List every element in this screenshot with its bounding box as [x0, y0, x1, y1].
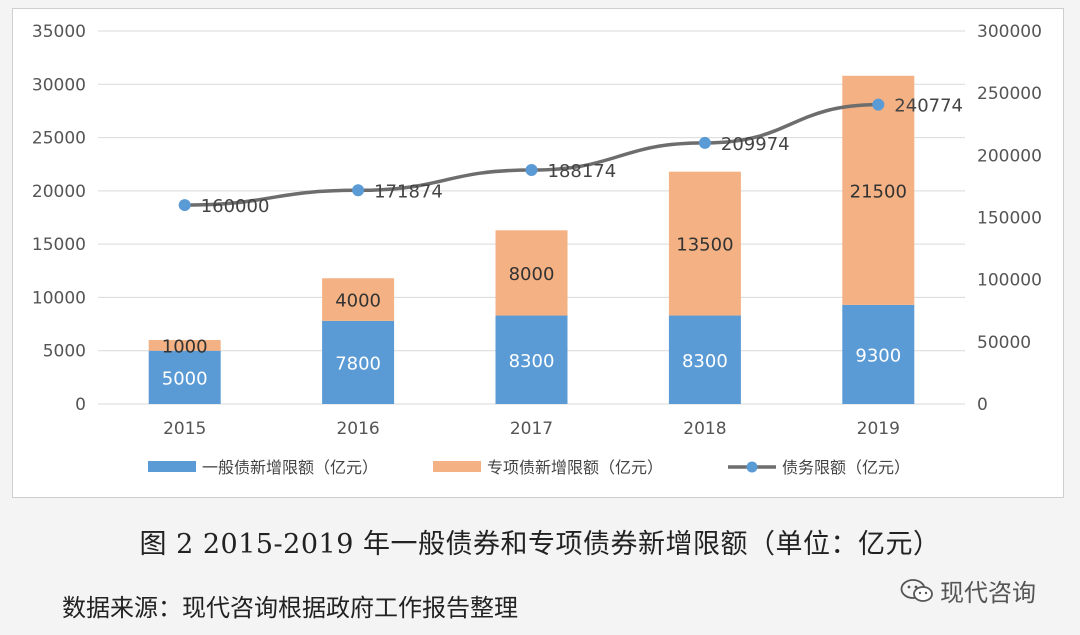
chart-frame: 5000 1000 7800 4000 8300 8000 8300 13500 9300 215… — [12, 8, 1064, 498]
bar-data-label: 4000 — [335, 291, 381, 312]
legend-marker — [746, 461, 758, 473]
bar-segment — [322, 278, 395, 321]
line-data-label: 188174 — [548, 161, 617, 182]
x-tick-label: 2018 — [683, 419, 726, 439]
y-left-tick-label: 10000 — [32, 288, 86, 308]
legend-label: 专项债新增限额（亿元） — [487, 458, 663, 477]
bar-data-label: 7800 — [335, 353, 381, 374]
bar-data-label: 21500 — [850, 181, 907, 202]
bar-segment — [842, 304, 915, 404]
y-left-tick-label: 20000 — [32, 182, 86, 202]
bar-data-label: 13500 — [676, 235, 733, 256]
y-right-tick-label: 0 — [977, 395, 988, 415]
line-point — [698, 136, 711, 149]
bar-segment — [495, 315, 568, 404]
stacked-bar-line-chart: 5000 1000 7800 4000 8300 8000 8300 13500 9300 215… — [32, 22, 1042, 477]
line-point — [178, 199, 191, 212]
legend-swatch — [433, 461, 481, 472]
bar-data-label: 5000 — [162, 368, 208, 389]
line-data-label: 171874 — [374, 181, 443, 202]
y-right-tick-label: 100000 — [977, 271, 1042, 291]
line-data-label: 209974 — [721, 134, 790, 155]
x-tick-label: 2015 — [163, 419, 206, 439]
y-right-tick-label: 300000 — [977, 22, 1042, 42]
figure-caption: 图 2 2015-2019 年一般债券和专项债券新增限额（单位：亿元） — [139, 529, 941, 560]
y-left-tick-label: 0 — [75, 395, 86, 415]
bar-segment — [322, 320, 395, 404]
bar-data-label: 1000 — [162, 336, 208, 357]
y-right-tick-label: 150000 — [977, 209, 1042, 229]
bar-data-label: 8000 — [509, 264, 555, 285]
bar-data-label: 9300 — [855, 345, 901, 366]
bar-segment — [495, 230, 568, 316]
x-tick-label: 2017 — [510, 419, 553, 439]
legend-label: 一般债新增限额（亿元） — [202, 458, 378, 477]
y-left-tick-label: 35000 — [32, 22, 86, 42]
y-right-tick-label: 200000 — [977, 146, 1042, 166]
y-left-tick-label: 30000 — [32, 75, 86, 95]
y-left-tick-label: 5000 — [43, 342, 86, 362]
bar-segment — [148, 350, 221, 404]
wechat-icon — [900, 578, 933, 602]
y-right-tick-label: 250000 — [977, 84, 1042, 104]
line-data-label: 240774 — [894, 96, 963, 117]
bar-segment — [148, 340, 221, 351]
legend-label: 债务限额（亿元） — [782, 458, 910, 477]
bar-data-label: 8300 — [509, 351, 555, 372]
watermark-text: 现代咨询 — [940, 579, 1036, 607]
y-left-tick-label: 15000 — [32, 235, 86, 255]
line-data-label: 160000 — [201, 196, 270, 217]
line-point — [525, 164, 538, 177]
line-point — [872, 98, 885, 111]
bar-segment — [668, 315, 741, 404]
bar-segment — [668, 171, 741, 316]
x-tick-label: 2016 — [336, 419, 379, 439]
bar-data-label: 8300 — [682, 351, 728, 372]
y-right-tick-label: 50000 — [977, 333, 1031, 353]
data-source-note: 数据来源：现代咨询根据政府工作报告整理 — [62, 594, 518, 622]
wechat-watermark: 现代咨询 — [900, 573, 1036, 608]
bar-segment — [842, 75, 915, 305]
y-left-tick-label: 25000 — [32, 129, 86, 149]
line-point — [352, 184, 365, 197]
legend-swatch — [148, 461, 196, 472]
x-tick-label: 2019 — [857, 419, 900, 439]
